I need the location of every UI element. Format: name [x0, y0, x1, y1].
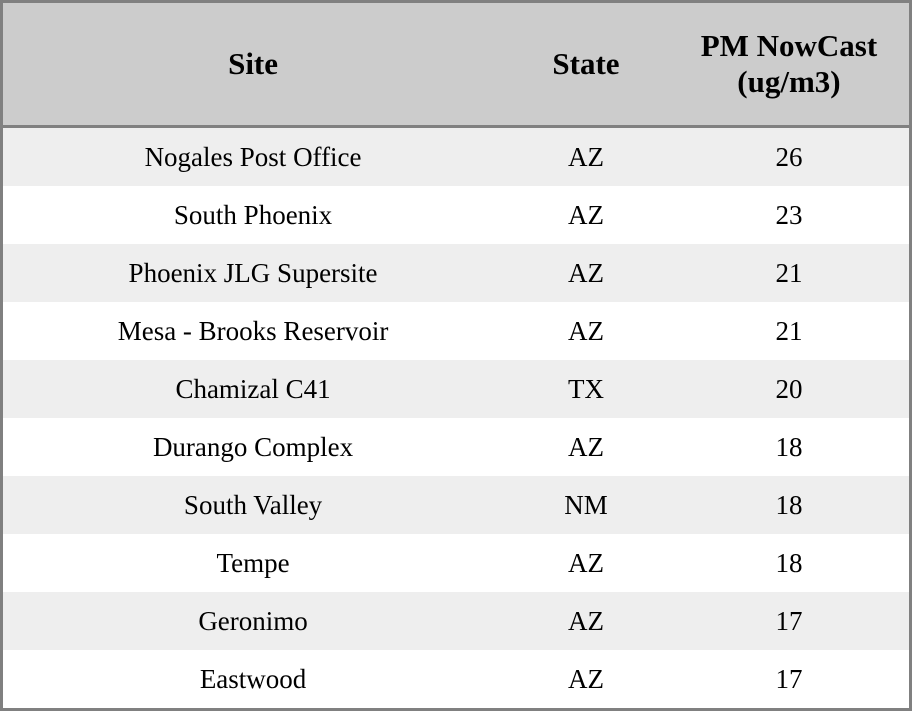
column-header-state: State: [503, 3, 669, 128]
site-cell: Geronimo: [198, 605, 308, 636]
site-cell: South Valley: [183, 489, 323, 520]
site-cell: Mesa - Brooks Reservoir: [117, 315, 389, 346]
column-header-pm-nowcast: PM NowCast (ug/m3): [668, 3, 909, 128]
table-row: Phoenix JLG Supersite AZ 21: [3, 244, 909, 302]
table-row: Nogales Post Office AZ 26: [3, 126, 909, 186]
site-cell: Eastwood: [199, 663, 307, 694]
state-cell: AZ: [568, 141, 604, 172]
site-cell: Chamizal C41: [175, 373, 331, 404]
state-cell: AZ: [568, 431, 604, 462]
column-header-site: Site: [3, 3, 504, 128]
pm-cell: 20: [775, 373, 803, 404]
state-cell: AZ: [568, 663, 604, 694]
site-cell: Nogales Post Office: [144, 141, 362, 172]
pm-cell: 21: [775, 257, 803, 288]
state-cell: AZ: [568, 605, 604, 636]
pm-cell: 17: [775, 663, 803, 694]
table-row: Eastwood AZ 17: [3, 650, 909, 708]
state-cell: AZ: [568, 315, 604, 346]
table-row: Tempe AZ 18: [3, 534, 909, 592]
pm-nowcast-table: Site State PM NowCast (ug/m3) Nogales Po…: [3, 3, 909, 708]
table-row: Chamizal C41 TX 20: [3, 360, 909, 418]
header-row: Site State PM NowCast (ug/m3): [3, 3, 909, 128]
state-cell: AZ: [568, 547, 604, 578]
table-row: South Phoenix AZ 23: [3, 186, 909, 244]
site-cell: Tempe: [216, 547, 290, 578]
pm-cell: 18: [775, 489, 803, 520]
pm-nowcast-header-label: PM NowCast (ug/m3): [700, 28, 878, 99]
table-header: Site State PM NowCast (ug/m3): [3, 3, 909, 128]
pm-cell: 21: [775, 315, 803, 346]
pm-cell: 18: [775, 547, 803, 578]
table-row: Durango Complex AZ 18: [3, 418, 909, 476]
site-cell: Durango Complex: [152, 431, 354, 462]
table-row: South Valley NM 18: [3, 476, 909, 534]
table-row: Mesa - Brooks Reservoir AZ 21: [3, 302, 909, 360]
state-cell: TX: [568, 373, 604, 404]
site-cell: Phoenix JLG Supersite: [128, 257, 378, 288]
pm-cell: 23: [775, 199, 803, 230]
pm-cell: 17: [775, 605, 803, 636]
table-body: Nogales Post Office AZ 26 South Phoenix …: [3, 126, 909, 708]
site-cell: South Phoenix: [173, 199, 333, 230]
pm-cell: 18: [775, 431, 803, 462]
pm-cell: 26: [775, 141, 803, 172]
state-cell: NM: [564, 489, 608, 520]
state-cell: AZ: [568, 199, 604, 230]
state-cell: AZ: [568, 257, 604, 288]
table-row: Geronimo AZ 17: [3, 592, 909, 650]
